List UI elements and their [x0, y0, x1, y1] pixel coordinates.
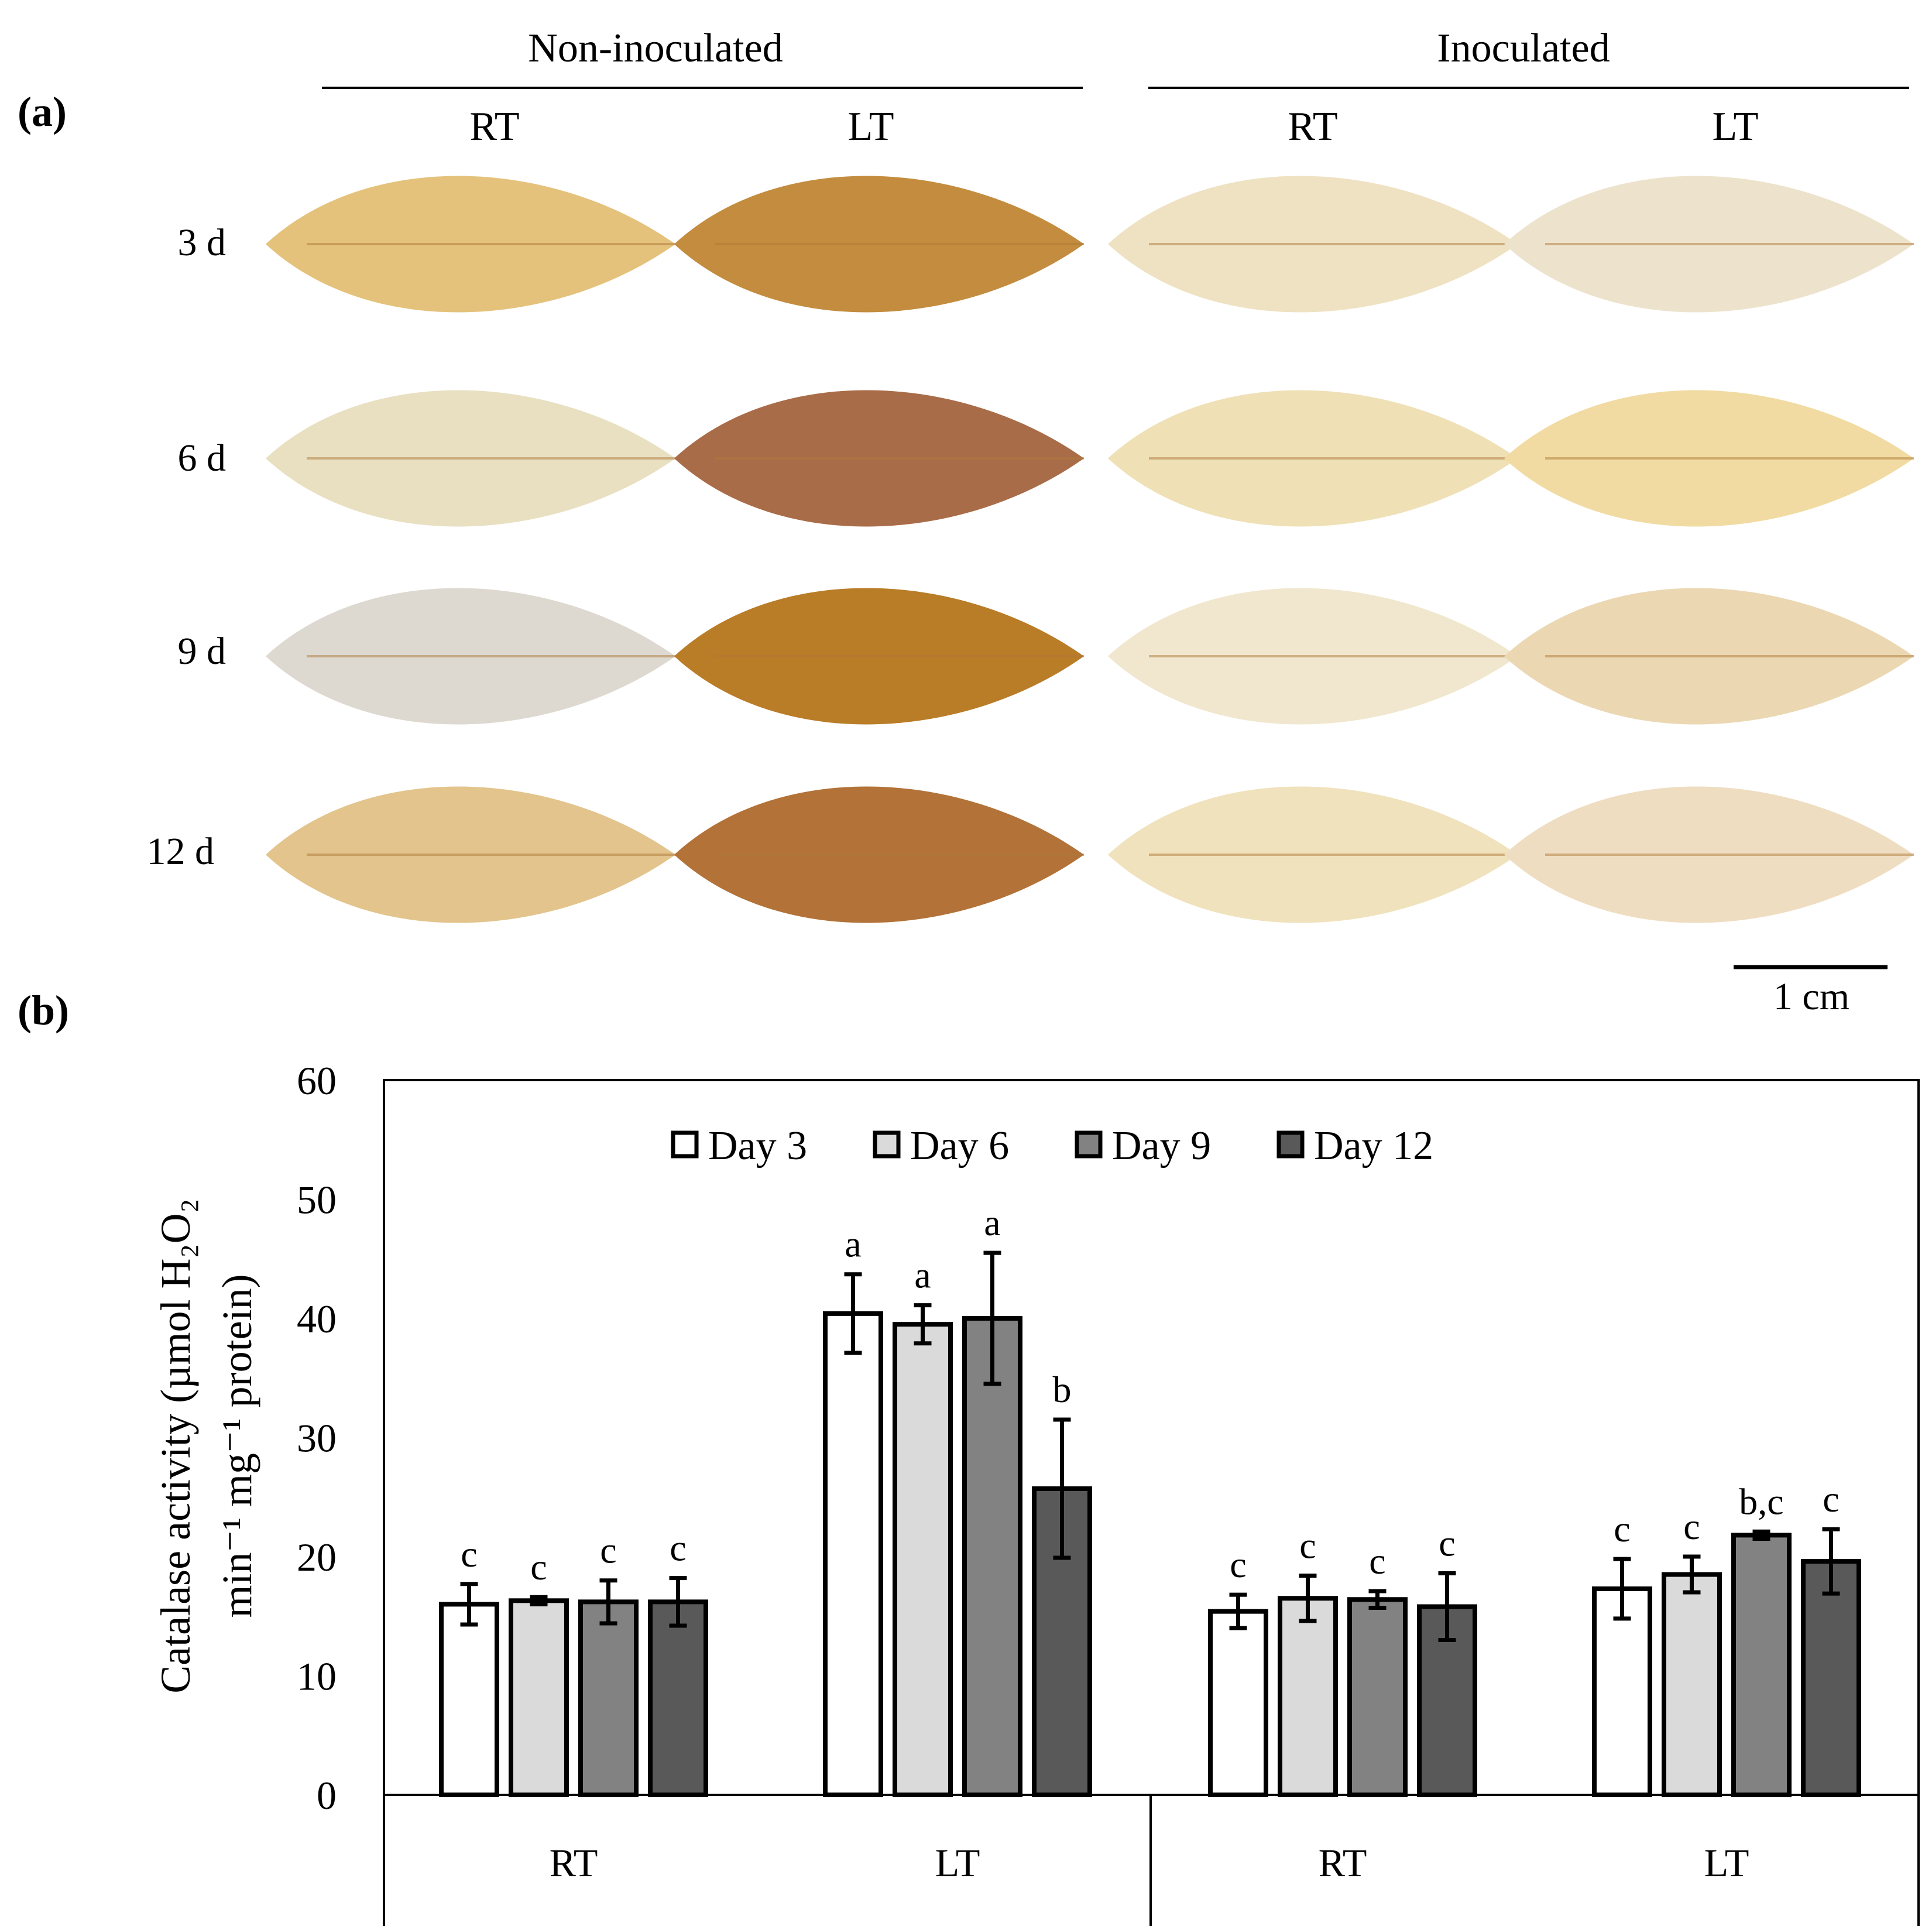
x-category-label: RT	[1319, 1841, 1367, 1885]
row-label-12d: 12 d	[146, 830, 215, 873]
y-tick-label: 10	[297, 1654, 337, 1699]
y-tick-label: 50	[297, 1178, 337, 1222]
x-category-label: RT	[550, 1841, 598, 1885]
panel-b-label: (b)	[18, 987, 69, 1034]
bar-day-12	[1801, 1559, 1861, 1797]
legend-label: Day 12	[1314, 1123, 1433, 1168]
legend-label: Day 6	[910, 1123, 1009, 1168]
column-header-lt: LT	[1712, 104, 1759, 149]
bar-day-9	[962, 1316, 1022, 1797]
significance-letter: c	[670, 1527, 686, 1569]
leaf-photo-grid	[266, 87, 1914, 969]
significance-letter: c	[1683, 1506, 1700, 1547]
significance-letter: c	[530, 1546, 547, 1588]
significance-letter: c	[461, 1533, 477, 1575]
bar-day-9	[1731, 1533, 1792, 1798]
row-label-3d: 3 d	[177, 221, 227, 264]
legend-label: Day 3	[708, 1123, 807, 1168]
column-header-rt: RT	[1288, 104, 1338, 149]
bar-day-3	[823, 1311, 883, 1798]
bar-day-9	[578, 1599, 639, 1798]
x-category-label: LT	[935, 1841, 980, 1885]
significance-letter: a	[845, 1224, 861, 1265]
bar-day-12	[648, 1599, 708, 1798]
column-header-lt: LT	[847, 104, 894, 149]
bar-day-3	[1208, 1609, 1268, 1798]
bar-day-6	[893, 1322, 953, 1798]
row-label-6d: 6 d	[177, 437, 227, 479]
x-category-label: LT	[1704, 1841, 1749, 1885]
column-header-rt: RT	[469, 104, 520, 149]
row-label-9d: 9 d	[177, 630, 227, 673]
significance-letter: b,c	[1739, 1481, 1783, 1522]
significance-letter: c	[1299, 1525, 1316, 1567]
significance-letter: c	[1230, 1544, 1246, 1585]
bar-day-9	[1347, 1597, 1408, 1797]
legend-label: Day 9	[1112, 1123, 1211, 1168]
legend-swatch	[1075, 1130, 1103, 1159]
group-header-non-inoculated: Non-inoculated	[528, 26, 783, 71]
significance-letter: b	[1053, 1369, 1072, 1410]
y-axis-label: min⁻¹ mg⁻¹ protein)	[214, 1274, 260, 1618]
y-tick-label: 40	[297, 1297, 337, 1341]
y-axis-label: Catalase activity (µmol H₂O₂	[152, 1198, 199, 1694]
bar-day-6	[1278, 1596, 1338, 1798]
significance-letter: c	[1439, 1522, 1455, 1564]
significance-letter: c	[1369, 1540, 1385, 1582]
legend-swatch	[1276, 1130, 1305, 1159]
plot-frame	[383, 1079, 1920, 1926]
significance-letter: a	[984, 1202, 1000, 1243]
significance-letter: c	[600, 1530, 616, 1571]
legend-swatch	[873, 1130, 901, 1159]
y-tick-label: 20	[297, 1535, 337, 1579]
y-tick-label: 0	[317, 1773, 337, 1818]
significance-letter: c	[1614, 1508, 1630, 1550]
panel-a-label: (a)	[18, 88, 67, 135]
y-tick-label: 30	[297, 1416, 337, 1461]
significance-letter: c	[1823, 1478, 1839, 1520]
bar-day-6	[1662, 1572, 1722, 1797]
group-header-inoculated: Inoculated	[1437, 26, 1610, 71]
significance-letter: a	[914, 1255, 931, 1296]
y-tick-label: 60	[297, 1058, 337, 1103]
scale-bar-label: 1 cm	[1773, 975, 1850, 1018]
bar-day-3	[439, 1602, 499, 1797]
legend-swatch	[671, 1130, 699, 1159]
bar-day-6	[509, 1598, 569, 1797]
